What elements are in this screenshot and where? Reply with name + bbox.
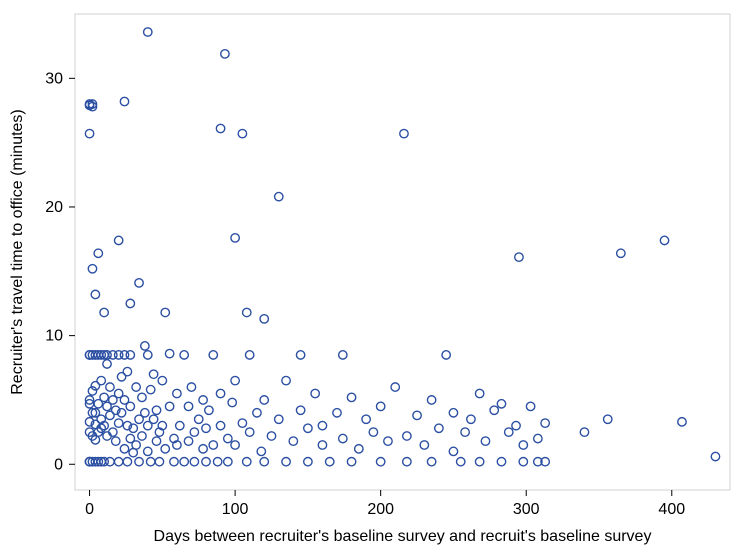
scatter-svg: 0 100 200 300 400 0 10 20 30 Days between recruit… (0, 0, 744, 549)
y-tick-label: 20 (45, 199, 63, 216)
x-tick-label: 100 (222, 501, 249, 518)
scatter-chart: 0 100 200 300 400 0 10 20 30 Days between recruit… (0, 0, 744, 549)
x-tick-label: 0 (85, 501, 94, 518)
y-tick-label: 10 (45, 328, 63, 345)
y-tick-label: 0 (54, 456, 63, 473)
x-axis-label: Days between recruiter's baseline survey… (154, 528, 652, 545)
y-axis-label: Recruiter's travel time to office (minut… (9, 109, 26, 395)
x-tick-label: 300 (513, 501, 540, 518)
chart-bg (0, 0, 744, 549)
x-tick-label: 200 (367, 501, 394, 518)
y-tick-label: 30 (45, 70, 63, 87)
x-tick-label: 400 (658, 501, 685, 518)
